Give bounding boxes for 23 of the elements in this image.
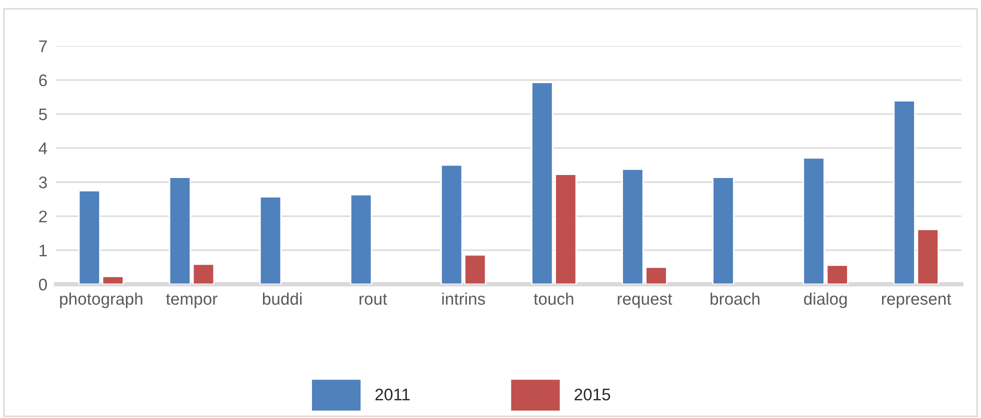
x-tick-label: touch: [534, 292, 574, 305]
y-tick-label: 7: [39, 40, 47, 52]
bar: [350, 194, 372, 284]
x-tick-label: request: [618, 294, 672, 308]
x-tick-label: represent: [882, 294, 952, 308]
x-tick-label: buddi: [262, 292, 302, 305]
x-tick-label: intrins: [442, 292, 486, 305]
y-tick-label: 1: [40, 244, 47, 256]
y-tick-label: 0: [38, 278, 47, 290]
y-tick-label: 4: [38, 142, 48, 154]
x-tick-label: dialog: [804, 292, 847, 308]
legend-label: 2011: [375, 388, 410, 400]
x-tick-label: rout: [360, 294, 388, 305]
y-tick-label: 5: [38, 108, 47, 120]
bar: [259, 196, 282, 284]
x-tick-label: tempor: [166, 294, 218, 308]
bar: [712, 176, 734, 284]
y-tick-label: 6: [39, 74, 47, 86]
x-tick-label: photograph: [60, 292, 142, 308]
y-tick-label: 2: [39, 210, 47, 222]
y-tick-label: 3: [38, 176, 47, 188]
x-tick-label: broach: [710, 292, 760, 305]
legend-label: 2015: [574, 388, 610, 400]
